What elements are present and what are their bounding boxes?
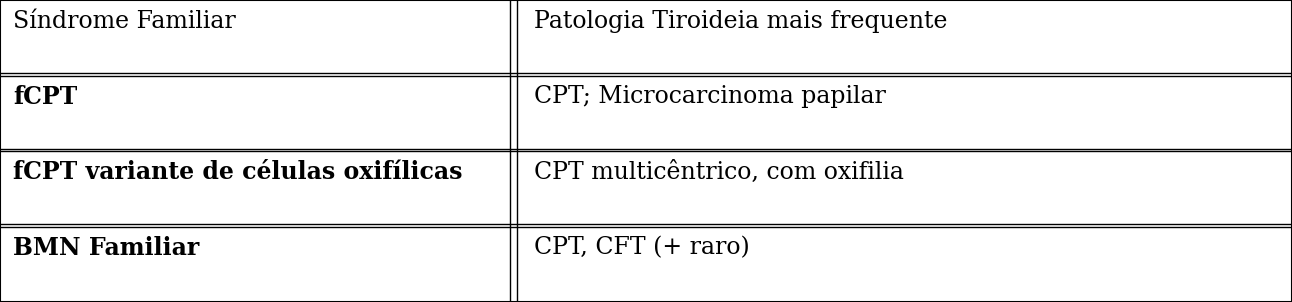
Text: fCPT variante de células oxifílicas: fCPT variante de células oxifílicas (13, 160, 463, 184)
Text: BMN Familiar: BMN Familiar (13, 236, 199, 260)
Text: CPT, CFT (+ raro): CPT, CFT (+ raro) (534, 236, 749, 259)
Text: CPT; Microcarcinoma papilar: CPT; Microcarcinoma papilar (534, 85, 885, 108)
Text: fCPT: fCPT (13, 85, 78, 109)
Text: Síndrome Familiar: Síndrome Familiar (13, 10, 235, 33)
Text: Patologia Tiroideia mais frequente: Patologia Tiroideia mais frequente (534, 10, 947, 33)
Text: CPT multicêntrico, com oxifilia: CPT multicêntrico, com oxifilia (534, 161, 903, 184)
